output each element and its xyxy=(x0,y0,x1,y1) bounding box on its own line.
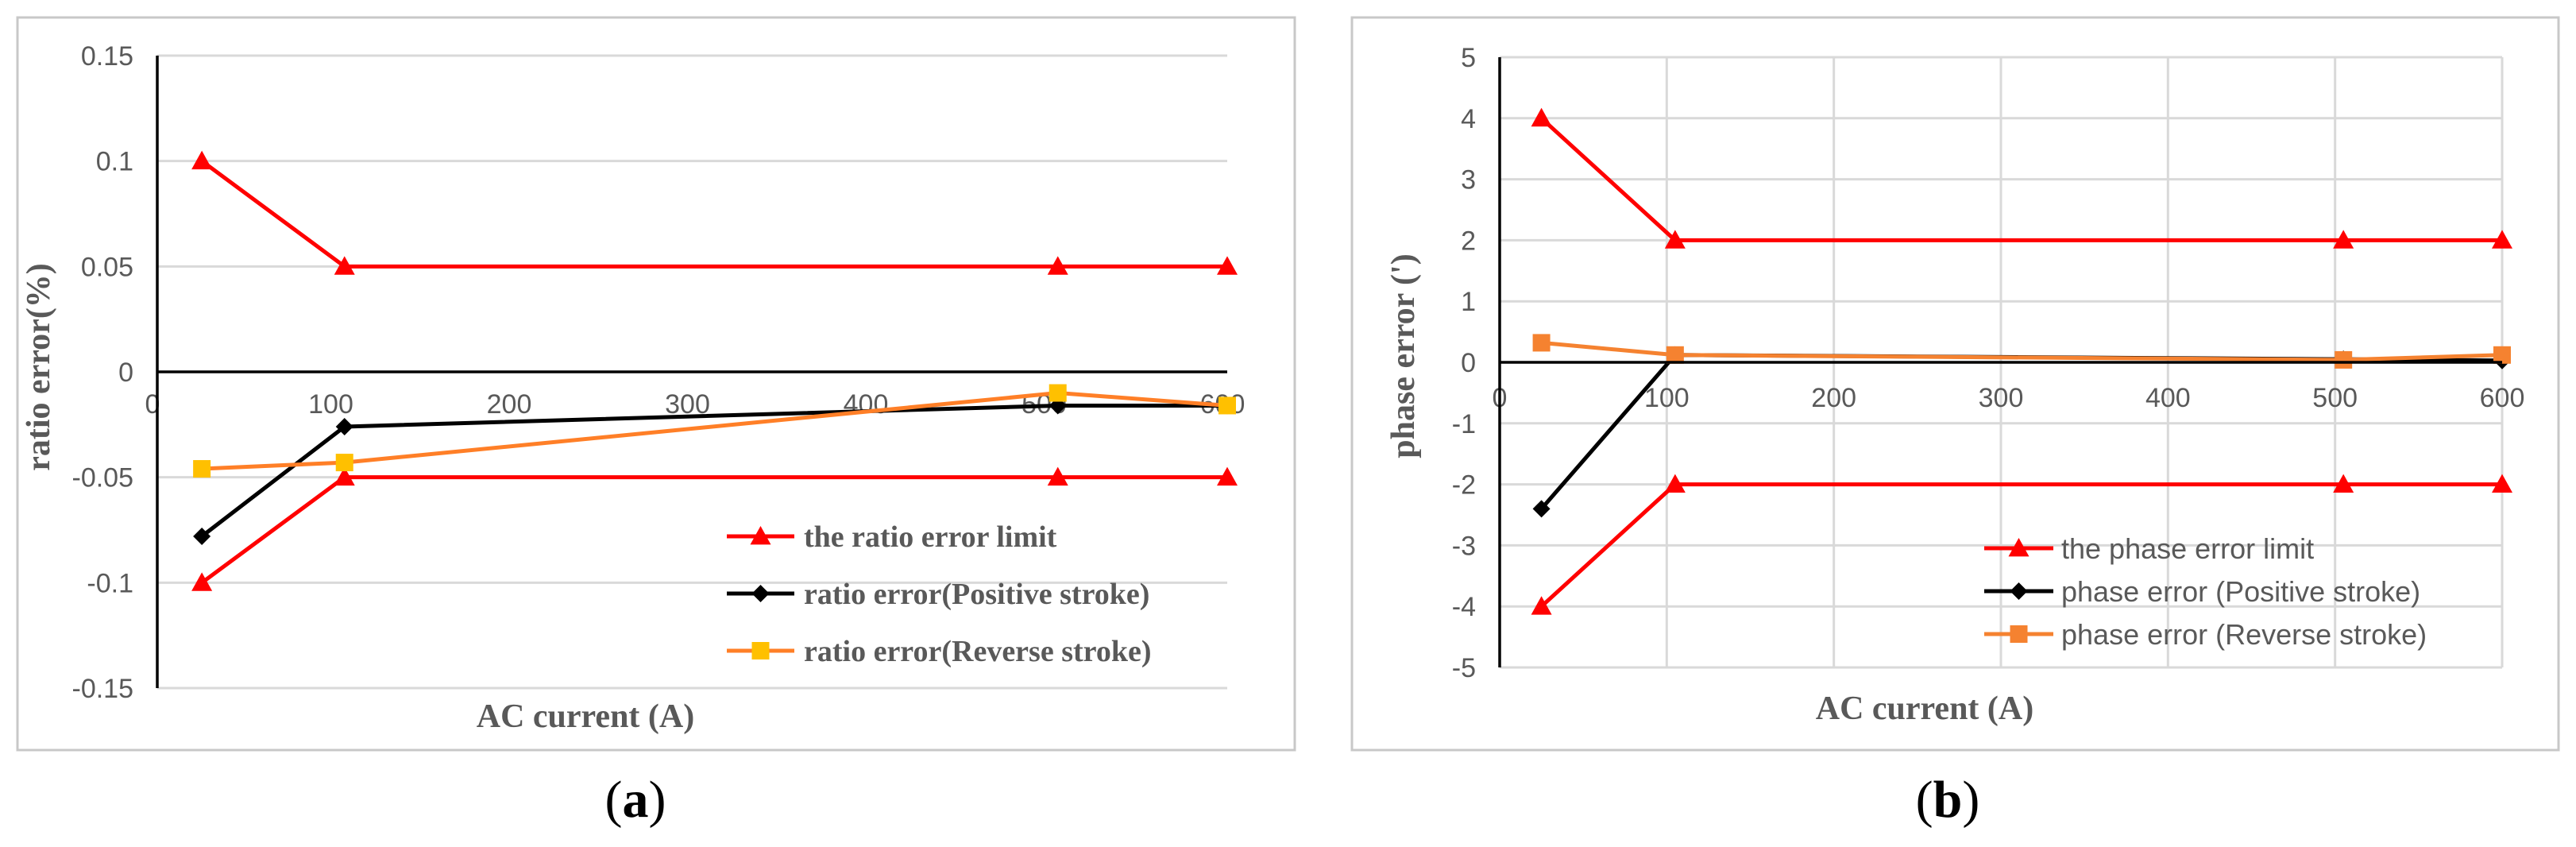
chart-b-y-tick-label: -3 xyxy=(1452,531,1476,561)
chart-panel-b: -5-4-3-2-10123450100200300400500600 phas… xyxy=(1350,16,2560,752)
chart-b-y-tick-label: 5 xyxy=(1461,43,1476,73)
chart-a-y-axis-title: ratio error(%) xyxy=(21,263,57,471)
chart-a-y-tick-label: 0.05 xyxy=(81,252,133,282)
chart-a-series-0-point xyxy=(334,466,355,486)
chart-b-legend-label-1: phase error (Positive stroke) xyxy=(2061,575,2420,608)
chart-b-legend-marker-2 xyxy=(2010,625,2028,643)
chart-a-legend-marker-2 xyxy=(751,642,770,659)
chart-b-x-tick-label: 200 xyxy=(1811,383,1856,413)
chart-a-frame xyxy=(16,16,1296,752)
chart-b-legend: the phase error limit phase error (Positi… xyxy=(1984,532,2427,651)
caption-b-letter: b xyxy=(1933,771,1963,829)
chart-b-series-2-point xyxy=(2335,350,2353,369)
chart-a-series-2-point xyxy=(1049,384,1067,402)
caption-b: (b) xyxy=(1916,771,1980,829)
chart-b-y-tick-label: -5 xyxy=(1452,653,1476,683)
chart-a-series-0-point xyxy=(1047,256,1068,275)
chart-a-series-0-line xyxy=(200,159,1227,269)
chart-b-x-tick-label: 500 xyxy=(2312,383,2358,413)
chart-b-series-0-point xyxy=(1531,596,1552,615)
chart-a-x-axis-title: AC current (A) xyxy=(477,698,694,735)
chart-a-legend-marker-1 xyxy=(751,585,770,602)
chart-b-series-0-point xyxy=(1664,474,1686,493)
chart-b-y-tick-label: 0 xyxy=(1461,348,1476,378)
chart-a-y-tick-label: 0.1 xyxy=(96,147,133,177)
chart-a-y-tick-label: -0.05 xyxy=(72,463,134,493)
chart-a-series-0-line xyxy=(200,475,1227,585)
chart-b-series-2-point xyxy=(2493,346,2511,364)
chart-b-frame xyxy=(1350,16,2560,752)
chart-b-series xyxy=(1531,107,2512,615)
chart-a-series-0-point xyxy=(334,256,355,275)
chart-a-series-0-point xyxy=(1047,466,1068,486)
chart-b-series-2-line xyxy=(1541,340,2503,362)
chart-a-axes xyxy=(156,56,1227,688)
chart-a-y-tick-label: -0.1 xyxy=(87,568,133,598)
chart-b-series-0-point xyxy=(2333,474,2354,493)
chart-a-y-tick-label: 0 xyxy=(118,358,133,388)
chart-b-series-0-point xyxy=(1531,107,1552,127)
chart-b-x-tick-label: 100 xyxy=(1644,383,1690,413)
chart-b-legend-label-0: the phase error limit xyxy=(2061,532,2314,565)
chart-b-y-tick-label: 1 xyxy=(1461,287,1476,317)
chart-b-x-axis-title: AC current (A) xyxy=(1816,690,2033,727)
chart-a-series-0-point xyxy=(1217,256,1238,275)
chart-b-y-tick-label: 2 xyxy=(1461,226,1476,256)
chart-b-series-0-point xyxy=(2333,230,2354,249)
chart-b-y-tick-label: 4 xyxy=(1461,104,1476,134)
chart-a-legend: the ratio error limit ratio error(Positiv… xyxy=(727,520,1151,668)
chart-b-legend-marker-0 xyxy=(2008,538,2030,557)
chart-a-series-0-point xyxy=(191,150,213,170)
chart-a-series-1-point xyxy=(335,417,353,435)
chart-a-legend-label-0: the ratio error limit xyxy=(804,520,1057,554)
chart-a-series-2-point xyxy=(1218,396,1236,415)
chart-a-series-2-line xyxy=(202,391,1228,471)
chart-a-legend-label-2: ratio error(Reverse stroke) xyxy=(804,635,1151,668)
chart-b-x-tick-label: 600 xyxy=(2480,383,2525,413)
chart-b-axes xyxy=(1498,57,2502,667)
chart-a-series-1-line xyxy=(200,403,1227,538)
chart-b-x-tick-label: 400 xyxy=(2145,383,2191,413)
chart-a-x-tick-label: 200 xyxy=(487,389,532,420)
chart-a-grid xyxy=(157,54,1227,690)
chart-b-series-0-line xyxy=(1539,482,2502,609)
chart-b-series-2-point xyxy=(1666,346,1684,364)
chart-b-series-2-point xyxy=(1532,334,1551,352)
chart-b-series-0-point xyxy=(1664,230,1686,249)
chart-a-y-tick-label: -0.15 xyxy=(72,674,134,704)
chart-a-legend-marker-0 xyxy=(750,526,771,545)
chart-a-x-tick-label: 100 xyxy=(308,389,353,420)
chart-a-legend-label-1: ratio error(Positive stroke) xyxy=(804,578,1149,611)
caption-a: (a) xyxy=(605,771,666,829)
chart-b-legend-marker-1 xyxy=(2010,582,2028,600)
chart-b-y-tick-label: 3 xyxy=(1461,165,1476,195)
chart-b-y-tick-label: -4 xyxy=(1452,592,1476,622)
chart-b-series-0-point xyxy=(2492,230,2512,249)
chart-b-series-1-point xyxy=(1532,500,1551,518)
chart-b-y-tick-label: -2 xyxy=(1452,470,1476,501)
chart-b-ticks: -5-4-3-2-10123450100200300400500600 xyxy=(1452,43,2525,683)
chart-b-x-tick-label: 300 xyxy=(1979,383,2024,413)
chart-b-y-axis-title: phase error (') xyxy=(1385,253,1422,458)
chart-a-y-tick-label: 0.15 xyxy=(81,41,133,72)
caption-a-letter: a xyxy=(623,771,649,829)
chart-a-series-0-point xyxy=(191,572,213,591)
chart-b-series-0-point xyxy=(2492,474,2512,493)
chart-a-series-2-point xyxy=(193,460,211,478)
chart-b-legend-label-2: phase error (Reverse stroke) xyxy=(2061,618,2427,651)
chart-a-series xyxy=(191,150,1238,591)
chart-a-series-0-point xyxy=(1217,466,1238,486)
chart-a-series-2-point xyxy=(335,454,353,472)
chart-b-y-tick-label: -1 xyxy=(1452,409,1476,439)
chart-a-series-1-point xyxy=(193,527,211,545)
chart-b-series-0-line xyxy=(1539,116,2502,242)
